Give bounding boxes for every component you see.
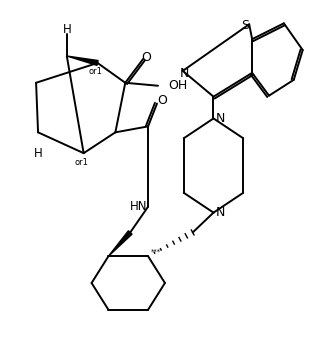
Polygon shape (108, 231, 132, 256)
Text: H: H (62, 23, 71, 36)
Text: N: N (216, 112, 225, 125)
Text: O: O (157, 94, 167, 107)
Text: ***: *** (151, 248, 161, 254)
Text: S: S (241, 19, 249, 32)
Text: N: N (216, 206, 225, 219)
Text: H: H (34, 147, 42, 160)
Text: or1: or1 (89, 67, 102, 76)
Text: or1: or1 (75, 157, 89, 167)
Text: HN: HN (129, 200, 147, 213)
Text: N: N (180, 67, 189, 80)
Polygon shape (67, 56, 98, 65)
Text: OH: OH (168, 79, 187, 92)
Text: O: O (141, 51, 151, 65)
